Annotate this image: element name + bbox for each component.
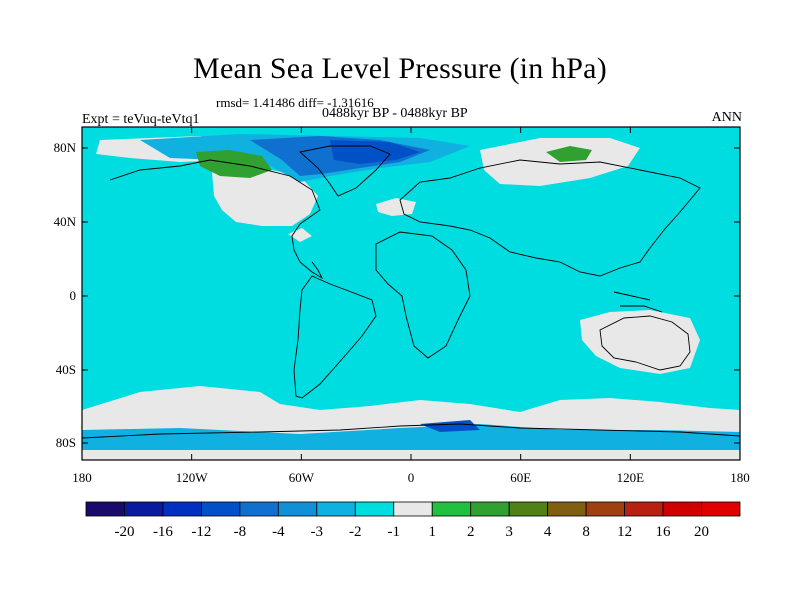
colorbar-swatch [201,501,241,517]
antarctica-coastline [82,423,740,439]
greenland-coastline [299,145,391,197]
map-panel: 80N 40N 0 40S 80S 180 120W 60W 0 60E 120E 180 [54,126,750,485]
north-america-grey-region [212,168,318,226]
antarctic-blue-spots [420,420,480,432]
colorbar-swatch [124,501,164,517]
colorbar-swatch [354,501,395,517]
colorbar-swatch [393,501,433,517]
colorbar: -20 -16 -12 -8 -4 -3 -2 -1 1 2 3 4 8 12 16 20 [85,501,741,540]
colorbar-swatch [431,501,472,517]
colorbar-swatch [316,501,356,517]
pressure-anomaly-field [82,134,740,460]
lon-tick-label: 120E [617,470,645,485]
colorbar-label: 16 [656,524,672,540]
colorbar-label: 20 [694,524,709,540]
lat-tick-label: 0 [70,288,77,303]
colorbar-label: -12 [191,524,211,540]
colorbar-label: 1 [428,524,436,540]
latitude-axis: 80N 40N 0 40S 80S [54,140,740,450]
colorbar-label: -1 [388,524,401,540]
north-atlantic-grey-patch [376,198,416,216]
colorbar-swatch [85,501,125,517]
lon-tick-label: 60E [510,470,531,485]
australia-coastline [599,315,691,371]
longitude-axis: 180 120W 60W 0 60E 120E 180 [72,127,750,485]
lat-tick-label: 40N [54,214,77,229]
australia-grey-region [580,310,700,374]
africa-coastline [375,231,471,359]
colorbar-swatch [277,501,318,517]
lon-tick-label: 60W [289,470,315,485]
colorbar-label: -8 [234,524,247,540]
lat-tick-label: 80S [56,435,76,450]
southern-blue-band [82,424,740,450]
colorbar-label: -20 [114,524,134,540]
time-period-label: 0488kyr BP - 0488kyr BP [322,106,468,121]
colorbar-swatch [162,501,202,517]
colorbar-swatch [508,501,549,517]
southeast-asia-islands [613,291,663,313]
experiment-label: Expt = teVuq-teVtq1 [82,112,200,127]
colorbar-label: 8 [582,524,590,540]
colorbar-label: 3 [505,524,513,540]
lat-tick-label: 80N [54,140,77,155]
colorbar-label: -4 [272,524,285,540]
siberia-green-high [546,146,592,162]
eurasia-coastline [399,159,701,277]
lat-tick-label: 40S [56,362,76,377]
coastlines [82,145,740,439]
lon-tick-label: 0 [408,470,415,485]
lon-tick-label: 120W [176,470,209,485]
north-america-coastline [109,159,324,280]
map-title: Mean Sea Level Pressure (in hPa) [193,52,607,85]
colorbar-label: -16 [153,524,173,540]
colorbar-swatch [624,501,664,517]
colorbar-label: 2 [467,524,475,540]
lon-tick-label: 180 [72,470,92,485]
colorbar-label: 12 [617,524,632,540]
colorbar-label: 4 [544,524,552,540]
colorbar-swatch [470,501,510,517]
rmsd-diff-stats: rmsd= 1.41486 diff= -1.31616 [216,95,374,110]
colorbar-swatch [701,501,741,517]
south-america-coastline [293,275,377,399]
lon-tick-label: 180 [730,470,750,485]
colorbar-label: -3 [311,524,324,540]
colorbar-swatch [662,501,702,517]
season-label: ANN [711,110,742,125]
colorbar-label: -2 [349,524,362,540]
colorbar-swatch [585,501,625,517]
colorbar-swatch [239,501,279,517]
pacific-grey-patch [288,228,312,242]
colorbar-swatch [547,501,587,517]
